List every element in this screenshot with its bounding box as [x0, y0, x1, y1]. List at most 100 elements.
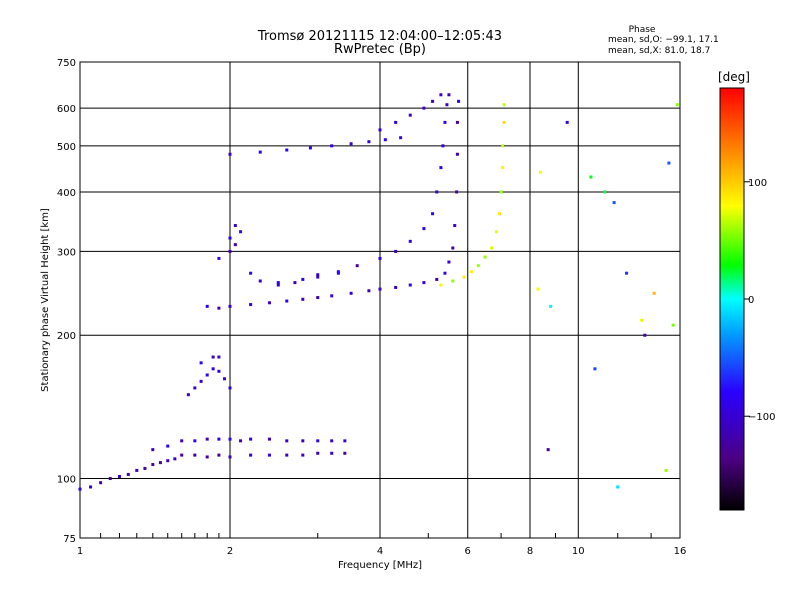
- data-point: [79, 488, 82, 491]
- data-point: [539, 171, 542, 174]
- data-point: [206, 438, 209, 441]
- x-tick-label: 2: [227, 546, 233, 557]
- x-axis-label: Frequency [MHz]: [338, 560, 422, 571]
- data-point: [316, 439, 319, 442]
- data-point: [187, 393, 190, 396]
- data-point: [206, 305, 209, 308]
- data-point: [301, 278, 304, 281]
- data-point: [625, 272, 628, 275]
- data-point: [422, 281, 425, 284]
- data-point: [589, 175, 592, 178]
- data-point: [463, 276, 466, 279]
- data-point: [443, 272, 446, 275]
- data-point: [439, 93, 442, 96]
- data-point: [293, 281, 296, 284]
- data-point: [343, 439, 346, 442]
- data-point: [229, 153, 232, 156]
- x-tick-label: 16: [674, 546, 687, 557]
- data-point: [217, 356, 220, 359]
- data-point: [439, 166, 442, 169]
- colorbar-tick-label: −100: [748, 412, 775, 423]
- data-point: [672, 324, 675, 327]
- data-point: [330, 294, 333, 297]
- data-point: [212, 367, 215, 370]
- data-point: [173, 457, 176, 460]
- data-point: [217, 370, 220, 373]
- data-point: [503, 121, 506, 124]
- data-point: [439, 284, 442, 287]
- x-tick-label: 10: [572, 546, 585, 557]
- data-point: [356, 264, 359, 267]
- colorbar-ticks: 100 0 −100: [744, 178, 775, 423]
- data-point: [259, 280, 262, 283]
- data-point: [409, 284, 412, 287]
- data-point: [431, 100, 434, 103]
- y-axis: 75 100 200 300 400 500 600 750: [57, 58, 76, 545]
- colorbar-tick-label: 100: [748, 178, 767, 189]
- data-point: [503, 103, 506, 106]
- data-point: [223, 377, 226, 380]
- data-point: [453, 224, 456, 227]
- data-point: [217, 307, 220, 310]
- data-point: [501, 144, 504, 147]
- data-point: [443, 121, 446, 124]
- data-point: [640, 319, 643, 322]
- y-tick-label: 200: [57, 331, 76, 342]
- data-point: [394, 286, 397, 289]
- y-tick-label: 100: [57, 475, 76, 486]
- data-point: [229, 438, 232, 441]
- data-point: [435, 278, 438, 281]
- data-point: [613, 201, 616, 204]
- y-tick-label: 400: [57, 188, 76, 199]
- y-tick-label: 750: [57, 58, 76, 69]
- data-point: [456, 121, 459, 124]
- data-point: [379, 288, 382, 291]
- data-point: [316, 452, 319, 455]
- data-point: [495, 230, 498, 233]
- data-point: [665, 469, 668, 472]
- data-point: [239, 230, 242, 233]
- data-point: [536, 288, 539, 291]
- data-point: [193, 386, 196, 389]
- data-point: [653, 292, 656, 295]
- data-point: [676, 103, 679, 106]
- data-point: [379, 257, 382, 260]
- data-point: [212, 356, 215, 359]
- data-point: [200, 380, 203, 383]
- data-point: [229, 237, 232, 240]
- data-point: [89, 485, 92, 488]
- data-point: [118, 475, 121, 478]
- data-point: [285, 439, 288, 442]
- data-point: [135, 469, 138, 472]
- phase-line-x: mean, sd,X: 81.0, 18.7: [608, 46, 710, 56]
- data-point: [277, 281, 280, 284]
- data-point: [127, 473, 130, 476]
- data-point: [229, 386, 232, 389]
- data-point: [239, 439, 242, 442]
- data-point: [447, 93, 450, 96]
- y-tick-label: 75: [63, 534, 76, 545]
- data-point: [229, 305, 232, 308]
- colorbar: [720, 88, 744, 510]
- data-point: [180, 454, 183, 457]
- data-point: [259, 151, 262, 154]
- data-point: [151, 463, 154, 466]
- ionogram-chart: Tromsø 20121115 12:04:00–12:05:43 RwPret…: [0, 0, 800, 600]
- data-point: [143, 467, 146, 470]
- colorbar-tick-label: 0: [748, 295, 754, 306]
- data-point: [285, 454, 288, 457]
- data-point: [603, 190, 606, 193]
- data-point: [593, 367, 596, 370]
- data-point: [301, 454, 304, 457]
- data-point: [367, 140, 370, 143]
- data-point: [445, 103, 448, 106]
- data-point: [285, 300, 288, 303]
- data-point: [399, 136, 402, 139]
- data-point: [217, 454, 220, 457]
- data-point: [200, 361, 203, 364]
- data-point: [616, 485, 619, 488]
- data-point: [455, 190, 458, 193]
- data-point: [151, 448, 154, 451]
- data-point: [99, 481, 102, 484]
- data-point: [422, 107, 425, 110]
